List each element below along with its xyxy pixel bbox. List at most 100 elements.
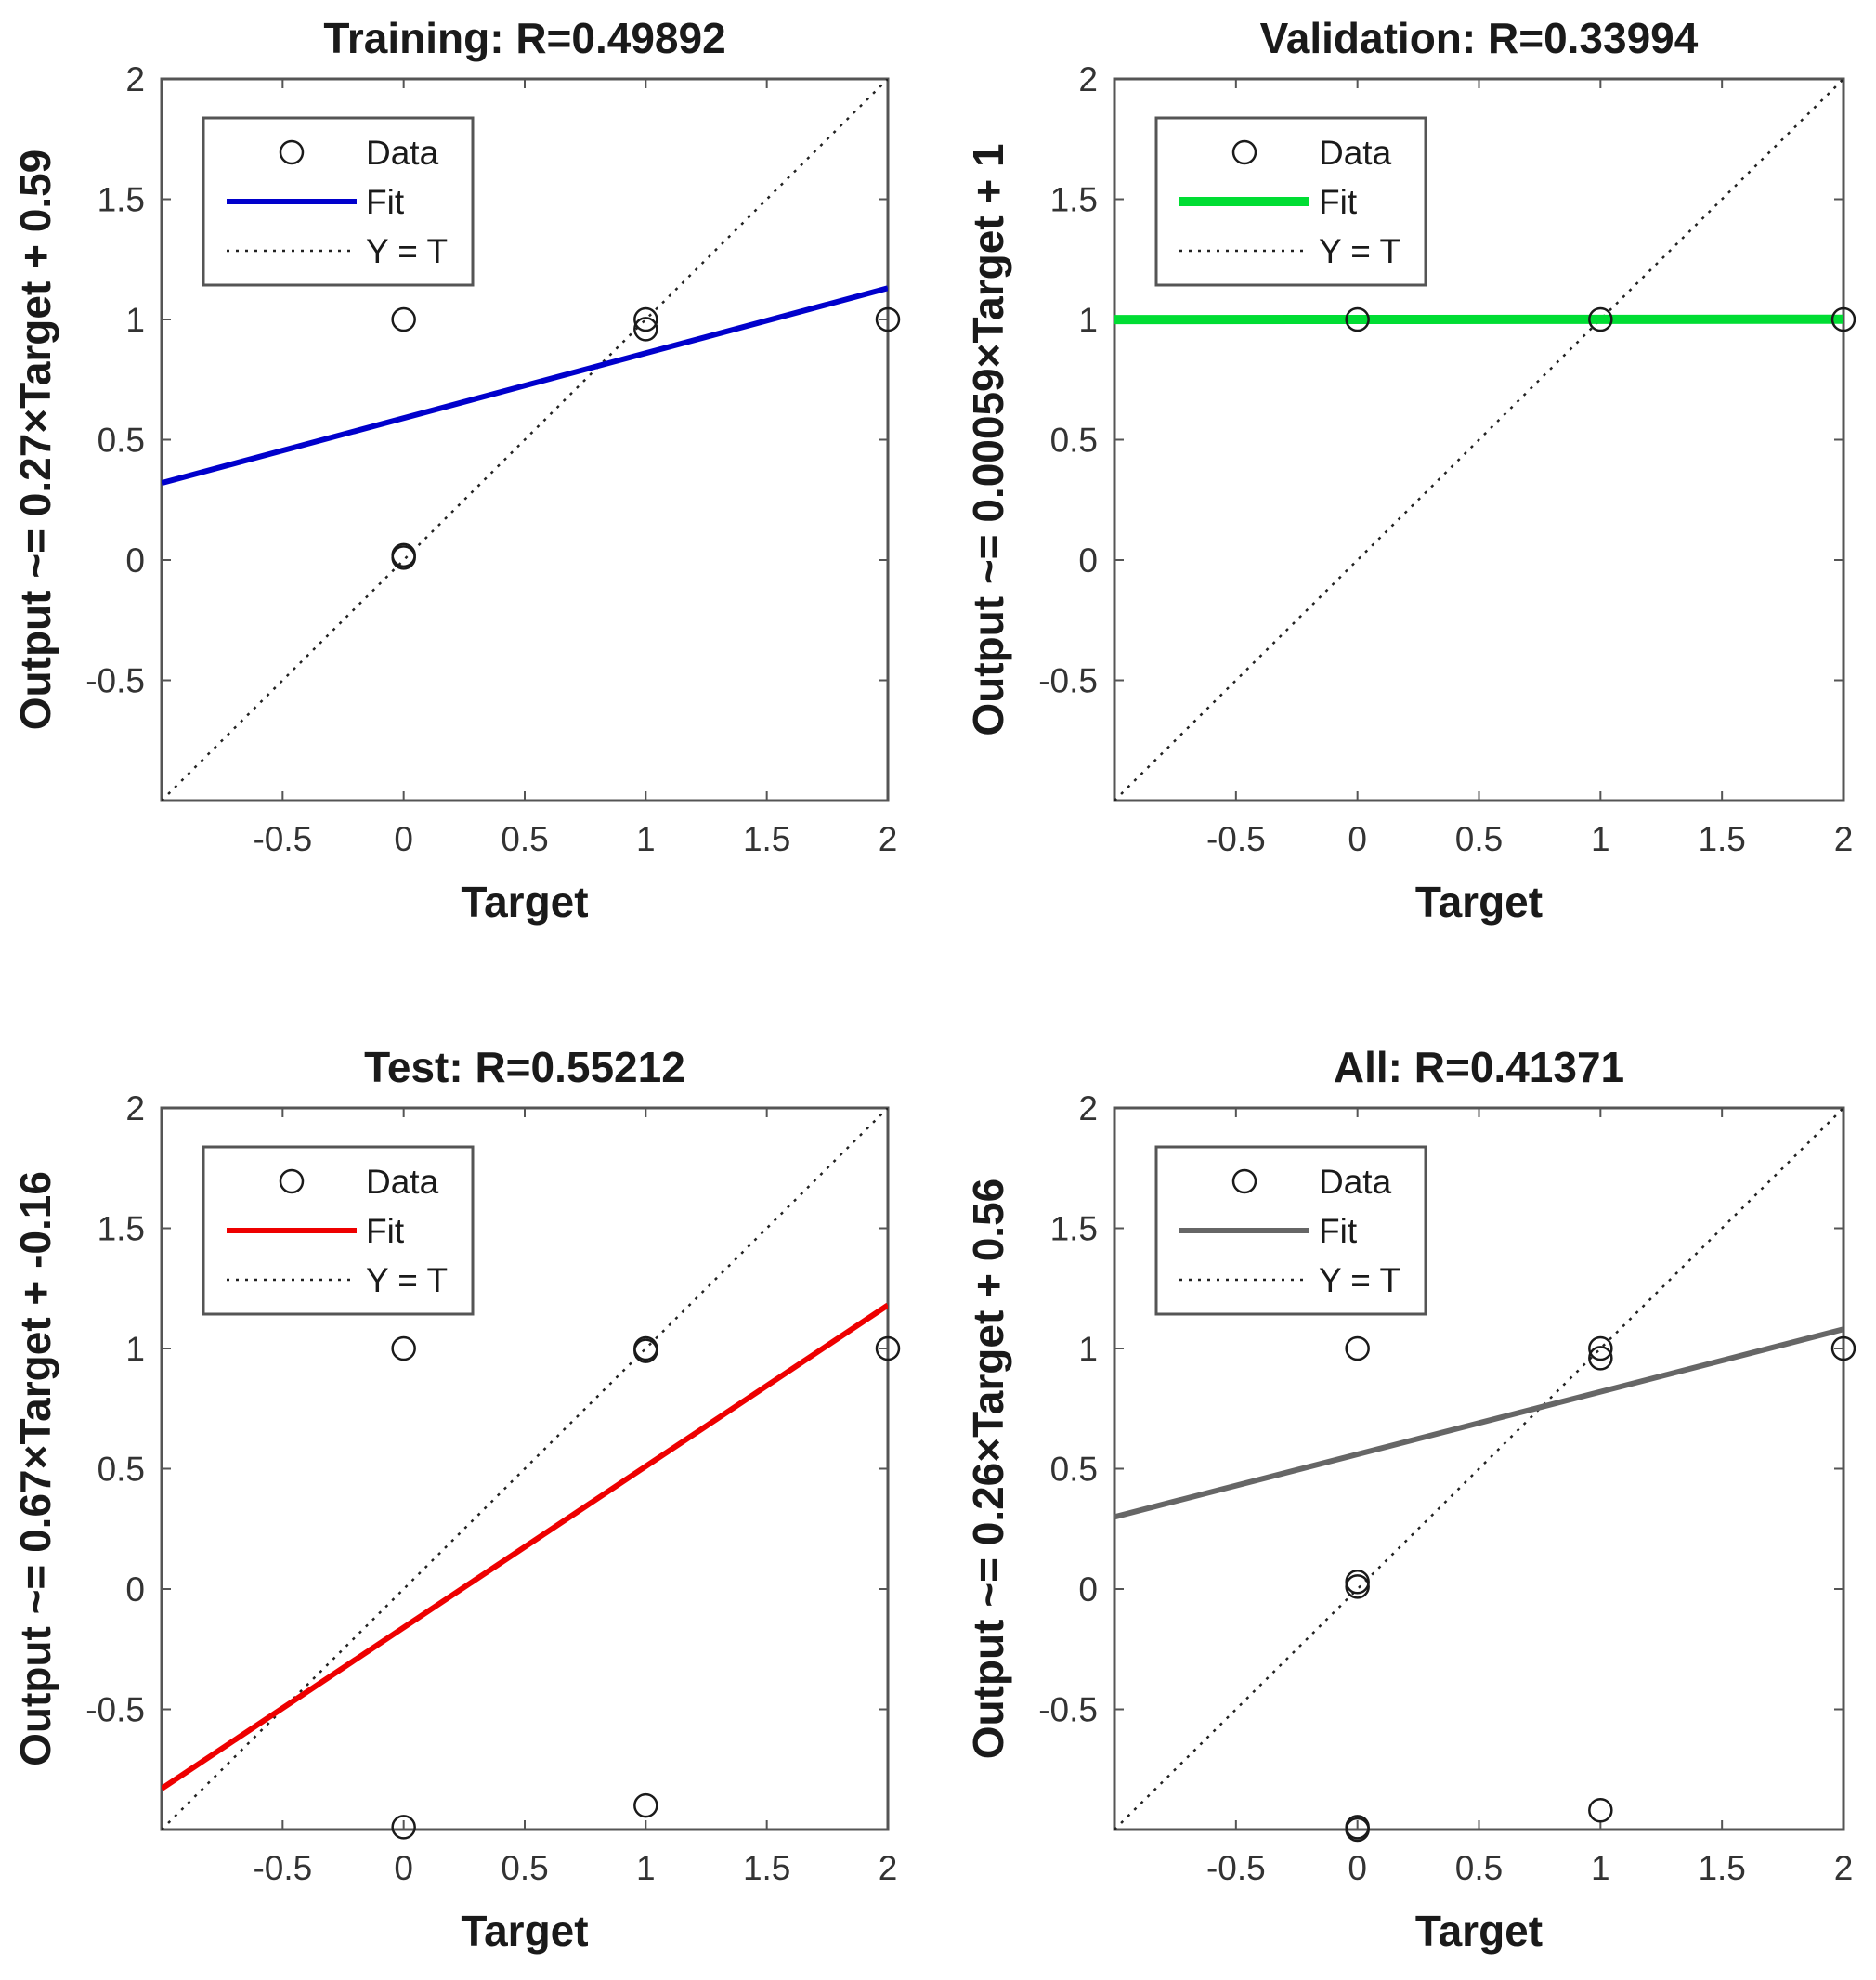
chart-2: -0.5 0 0.5 1 1.5 2 -0.5 0 0.5 1 1.5 2 Data Fit Y = T Va… <box>964 14 1856 926</box>
chart-4-data-point <box>1345 1817 1370 1843</box>
chart-2-x-tick-label: -0.5 <box>1206 820 1266 858</box>
chart-2-y-tick-label: 1.5 <box>1050 181 1098 219</box>
chart-3-x-tick-label: 1.5 <box>743 1849 790 1887</box>
chart-4-y-tick-label: 0 <box>1078 1570 1098 1609</box>
chart-4-y-tick-label: 0.5 <box>1050 1451 1098 1489</box>
chart-1-x-tick-label: 2 <box>879 820 898 858</box>
chart-1-legend-data-label: Data <box>366 134 439 172</box>
chart-3-data-point <box>391 1335 416 1361</box>
chart-1-title: Training: R=0.49892 <box>323 14 725 62</box>
chart-2-data-point <box>1830 306 1856 332</box>
chart-2-data-point <box>1588 306 1613 332</box>
chart-4-series <box>1114 1108 1843 1830</box>
chart-1-y-tick-label: -0.5 <box>85 662 145 700</box>
chart-1-y-tick-label: 0.5 <box>98 422 145 460</box>
chart-3-legend-identity-label: Y = T <box>366 1261 448 1299</box>
chart-2-x-tick-label: 0 <box>1348 820 1367 858</box>
chart-3-data-point <box>391 1815 416 1840</box>
chart-4-title: All: R=0.41371 <box>1334 1043 1624 1091</box>
chart-1-y-tick-label: 2 <box>125 60 145 98</box>
chart-1-series <box>162 79 888 801</box>
chart-4-legend-data-label: Data <box>1319 1163 1392 1201</box>
chart-4-data-point <box>1588 1798 1613 1823</box>
chart-1-y-tick-label: 0 <box>125 541 145 580</box>
chart-3-y-tick-label: 0.5 <box>98 1451 145 1489</box>
chart-4-x-tick-label: 1 <box>1591 1849 1610 1887</box>
chart-4-x-tick-label: 0 <box>1348 1849 1367 1887</box>
chart-3-x-tick-label: 0 <box>394 1849 413 1887</box>
chart-3-legend-data-label: Data <box>366 1163 439 1201</box>
chart-3-y-tick-label: -0.5 <box>85 1691 145 1729</box>
chart-1-y-tick-label: 1.5 <box>98 181 145 219</box>
chart-2-legend-data-marker <box>1231 139 1257 165</box>
chart-2-series <box>1114 79 1843 801</box>
chart-2-y-tick-label: 2 <box>1078 60 1098 98</box>
chart-1-legend-fit-label: Fit <box>366 183 405 221</box>
chart-2-data-point <box>1345 306 1370 332</box>
chart-3-y-tick-label: 1 <box>125 1330 145 1368</box>
chart-3-legend-fit-label: Fit <box>366 1212 405 1250</box>
chart-4-x-tick-label: 1.5 <box>1698 1849 1745 1887</box>
chart-3-fit-line <box>162 1302 888 1791</box>
chart-4-y-tick-label: 1 <box>1078 1330 1098 1368</box>
chart-4-data-point <box>1588 1346 1613 1371</box>
chart-1-x-tick-label: 0 <box>394 820 413 858</box>
chart-1-data-point <box>633 306 658 332</box>
chart-1-legend: Data Fit Y = T <box>202 116 475 287</box>
chart-3-y-tick-label: 0 <box>125 1570 145 1609</box>
chart-4-y-tick-label: 2 <box>1078 1089 1098 1127</box>
chart-4-identity-line <box>1114 1108 1843 1830</box>
chart-3-x-tick-label: 0.5 <box>501 1849 548 1887</box>
chart-2-legend-data-label: Data <box>1319 134 1392 172</box>
chart-4-legend-identity-label: Y = T <box>1319 1261 1400 1299</box>
chart-4-x-tick-label: 0.5 <box>1455 1849 1503 1887</box>
chart-3: -0.5 0 0.5 1 1.5 2 -0.5 0 0.5 1 1.5 2 Data Fit Y = T Te… <box>11 1043 901 1955</box>
chart-3-series <box>162 1108 888 1830</box>
chart-3-x-tick-label: 2 <box>879 1849 898 1887</box>
chart-4: -0.5 0 0.5 1 1.5 2 -0.5 0 0.5 1 1.5 2 Data Fit Y = T Al… <box>964 1043 1856 1955</box>
chart-4-y-tick-label: 1.5 <box>1050 1210 1098 1248</box>
chart-4-data-point <box>1830 1335 1856 1361</box>
chart-2-x-tick-label: 2 <box>1834 820 1854 858</box>
chart-1-data-point <box>875 306 901 332</box>
chart-2-y-axis-label: Output ~= 0.00059×Target + 1 <box>964 143 1012 736</box>
chart-2-legend: Data Fit Y = T <box>1154 116 1427 287</box>
chart-4-x-tick-label: -0.5 <box>1206 1849 1266 1887</box>
chart-2-y-tick-label: 0.5 <box>1050 422 1098 460</box>
chart-4-x-tick-label: 2 <box>1834 1849 1854 1887</box>
chart-4-data-point <box>1345 1574 1370 1599</box>
chart-1-x-axis-label: Target <box>461 878 588 926</box>
chart-4-fit-line <box>1114 1326 1843 1520</box>
chart-3-title: Test: R=0.55212 <box>364 1043 685 1091</box>
chart-2-x-tick-label: 1.5 <box>1698 820 1745 858</box>
chart-2-identity-line <box>1114 79 1843 801</box>
chart-1-fit-line <box>162 285 888 487</box>
chart-4-data-point <box>1345 1335 1370 1361</box>
chart-3-data-point <box>875 1335 901 1361</box>
chart-4-y-axis-label: Output ~= 0.26×Target + 0.56 <box>964 1179 1012 1760</box>
chart-1-x-tick-label: 1 <box>636 820 656 858</box>
chart-3-legend-data-marker <box>279 1168 305 1194</box>
chart-2-legend-fit-label: Fit <box>1319 183 1358 221</box>
chart-1-legend-identity-label: Y = T <box>366 232 448 270</box>
chart-3-legend: Data Fit Y = T <box>202 1145 475 1316</box>
chart-2-x-tick-label: 1 <box>1591 820 1610 858</box>
chart-3-y-tick-label: 2 <box>125 1089 145 1127</box>
chart-2-y-tick-label: -0.5 <box>1038 662 1098 700</box>
chart-3-data-point <box>633 1792 658 1818</box>
chart-4-legend-fit-label: Fit <box>1319 1212 1358 1250</box>
chart-4-legend-data-marker <box>1231 1168 1257 1194</box>
chart-1-y-tick-label: 1 <box>125 301 145 339</box>
chart-2-legend-identity-label: Y = T <box>1319 232 1400 270</box>
chart-1-x-tick-label: 0.5 <box>501 820 548 858</box>
chart-1-data-point <box>391 306 416 332</box>
chart-1-data-point <box>391 545 416 570</box>
chart-1-identity-line <box>162 79 888 801</box>
chart-1-x-tick-label: -0.5 <box>253 820 312 858</box>
chart-3-x-tick-label: -0.5 <box>253 1849 312 1887</box>
chart-3-data-point <box>633 1338 658 1363</box>
chart-4-y-tick-label: -0.5 <box>1038 1691 1098 1729</box>
chart-4-x-axis-label: Target <box>1415 1907 1543 1955</box>
chart-1-x-tick-label: 1.5 <box>743 820 790 858</box>
